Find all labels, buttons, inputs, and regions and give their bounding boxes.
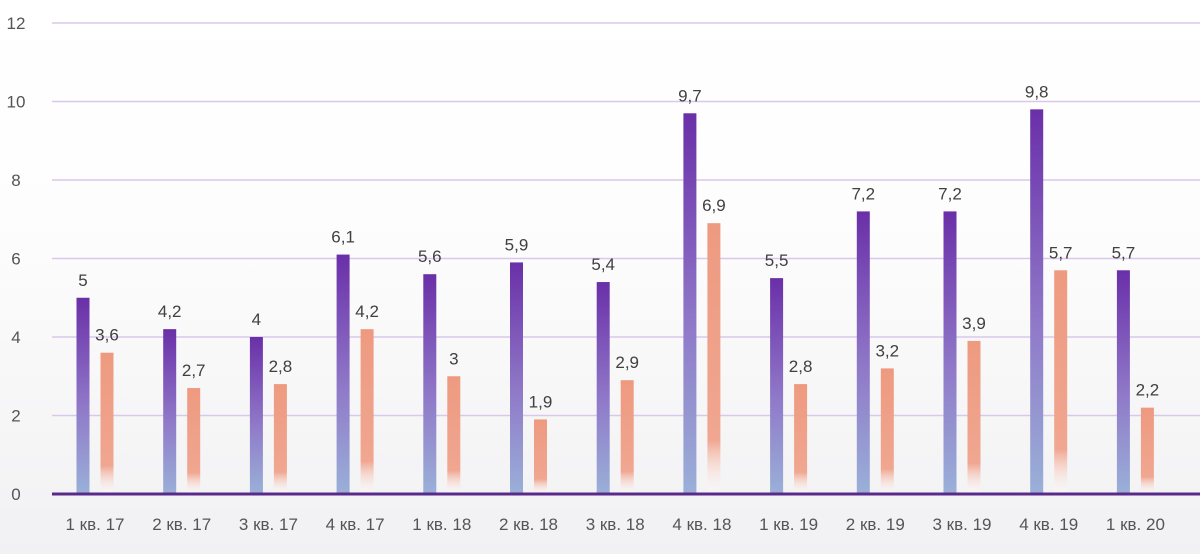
x-tick-label: 4 кв. 19 xyxy=(1019,515,1078,534)
bar-series-1-2 xyxy=(163,329,177,494)
data-labels-layer: 5 3,6 4,2 2,7 4 2,8 6,1 4,2 5,6 3 5,9 1,9 5,4 2,9 9,7 6… xyxy=(78,82,1159,411)
x-tick-label: 4 кв. 18 xyxy=(672,515,731,534)
x-tick-label: 1 кв. 19 xyxy=(759,515,818,534)
data-label-series-1-2: 4,2 xyxy=(158,302,182,321)
x-tick-label: 2 кв. 18 xyxy=(499,515,558,534)
bar-series-1-8 xyxy=(683,113,697,495)
bar-series-2-3 xyxy=(273,384,287,494)
bar-series-2-10 xyxy=(880,368,894,494)
x-tick-label: 4 кв. 17 xyxy=(326,515,385,534)
data-label-series-2-2: 2,7 xyxy=(182,361,206,380)
data-label-series-1-13: 5,7 xyxy=(1112,243,1136,262)
bar-series-1-13 xyxy=(1116,270,1130,494)
data-label-series-2-13: 2,2 xyxy=(1136,381,1160,400)
data-label-series-1-5: 5,6 xyxy=(418,247,442,266)
bar-series-2-4 xyxy=(360,329,374,494)
data-label-series-2-11: 3,9 xyxy=(962,314,986,333)
x-tick-label: 2 кв. 19 xyxy=(846,515,905,534)
bar-series-2-12 xyxy=(1054,270,1068,494)
bar-series-2-9 xyxy=(794,384,808,494)
grid-layer xyxy=(52,22,1200,417)
data-label-series-1-7: 5,4 xyxy=(591,255,615,274)
data-label-series-1-11: 7,2 xyxy=(938,184,962,203)
data-label-series-1-8: 9,7 xyxy=(678,86,702,105)
x-tick-label: 3 кв. 19 xyxy=(932,515,991,534)
data-label-series-2-10: 3,2 xyxy=(875,341,899,360)
y-tick-label: 12 xyxy=(7,14,26,33)
bar-series-2-2 xyxy=(187,388,201,494)
y-tick-label: 4 xyxy=(11,328,20,347)
data-label-series-2-8: 6,9 xyxy=(702,196,726,215)
bar-series-2-1 xyxy=(100,352,114,494)
data-label-series-2-6: 1,9 xyxy=(529,392,553,411)
bar-series-1-10 xyxy=(856,211,870,494)
x-tick-label: 3 кв. 18 xyxy=(586,515,645,534)
data-label-series-2-4: 4,2 xyxy=(355,302,379,321)
bar-series-1-4 xyxy=(336,254,350,494)
data-label-series-1-10: 7,2 xyxy=(851,184,875,203)
data-label-series-1-4: 6,1 xyxy=(331,228,355,247)
y-axis-ticks: 0 2 4 6 8 10 12 xyxy=(7,14,26,504)
data-label-series-2-12: 5,7 xyxy=(1049,243,1073,262)
bar-series-1-6 xyxy=(510,262,523,494)
y-tick-label: 0 xyxy=(11,485,20,504)
x-tick-label: 1 кв. 17 xyxy=(65,515,124,534)
y-tick-label: 2 xyxy=(11,407,20,426)
data-label-series-2-7: 2,9 xyxy=(615,353,639,372)
bar-series-2-8 xyxy=(707,223,721,495)
y-tick-label: 10 xyxy=(7,93,26,112)
bar-series-2-6 xyxy=(534,419,547,494)
y-tick-label: 6 xyxy=(11,250,20,269)
bar-series-1-7 xyxy=(596,282,610,494)
bar-series-1-9 xyxy=(770,278,784,494)
bar-series-1-11 xyxy=(943,211,957,494)
data-label-series-1-9: 5,5 xyxy=(765,251,789,270)
data-label-series-2-5: 3 xyxy=(449,349,458,368)
bar-series-2-11 xyxy=(967,340,981,494)
x-axis-ticks: 1 кв. 17 2 кв. 17 3 кв. 17 4 кв. 17 1 кв. 18… xyxy=(65,515,1164,534)
data-label-series-2-3: 2,8 xyxy=(269,357,293,376)
data-label-series-2-9: 2,8 xyxy=(789,357,813,376)
bar-series-1-1 xyxy=(76,297,90,494)
data-label-series-2-1: 3,6 xyxy=(95,326,119,345)
x-tick-label: 2 кв. 17 xyxy=(152,515,211,534)
bar-series-2-5 xyxy=(447,376,461,494)
data-label-series-1-6: 5,9 xyxy=(505,235,529,254)
data-label-series-1-1: 5 xyxy=(78,271,87,290)
y-tick-label: 8 xyxy=(11,171,20,190)
x-tick-label: 3 кв. 17 xyxy=(239,515,298,534)
x-tick-label: 1 кв. 18 xyxy=(412,515,471,534)
bars-layer xyxy=(76,109,1154,495)
data-label-series-1-12: 9,8 xyxy=(1025,82,1049,101)
bar-series-2-7 xyxy=(620,380,634,494)
bar-series-2-13 xyxy=(1140,407,1154,494)
bar-series-1-3 xyxy=(249,337,263,494)
bar-series-1-12 xyxy=(1030,109,1044,494)
data-label-series-1-3: 4 xyxy=(252,310,261,329)
bar-series-1-5 xyxy=(423,274,437,494)
x-tick-label: 1 кв. 20 xyxy=(1106,515,1165,534)
